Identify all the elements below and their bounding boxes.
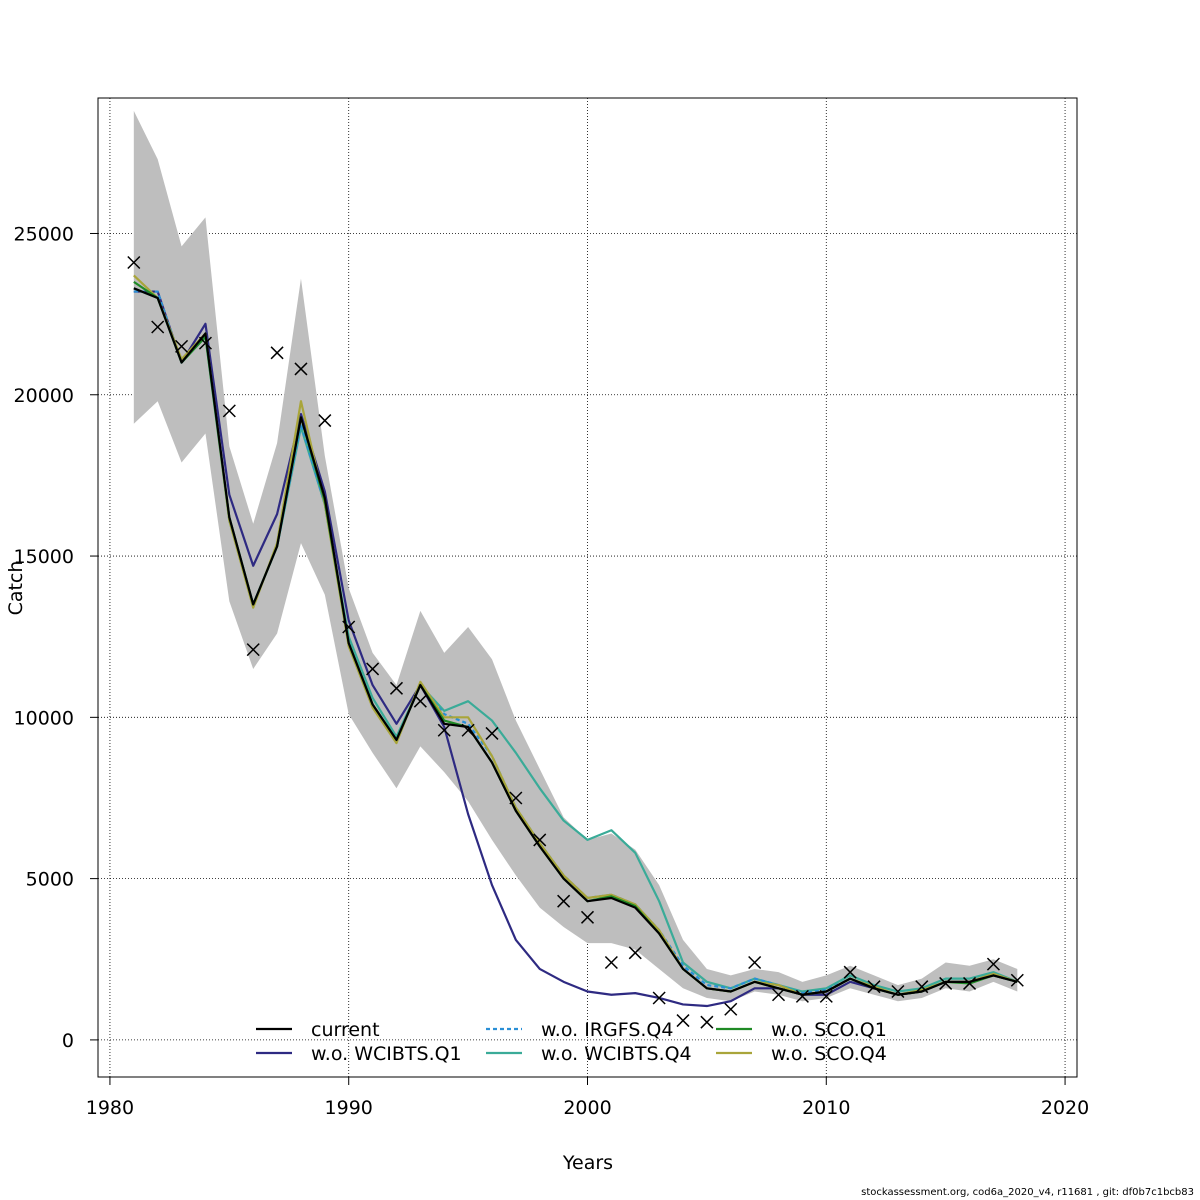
y-tick-label: 25000 [14,223,74,245]
observed-point [604,955,618,970]
observed-point [342,620,356,634]
observed-point [986,957,1000,971]
observed-point [557,894,571,908]
observed-point [198,336,212,350]
observed-point [891,984,905,999]
observed-point [294,362,308,376]
x-tick-label: 2020 [1041,1097,1089,1119]
series-line-current [133,287,1018,996]
y-axis: 0 5000 10000 15000 20000 25000 [14,223,99,1052]
legend-label: w.o. WCIBTS.Q4 [541,1043,692,1065]
observed-point [939,976,953,990]
observed-point [461,723,475,737]
observed-point [246,643,260,657]
legend-label: w.o. SCO.Q1 [771,1019,887,1041]
observed-point [1010,973,1024,987]
observed-point [652,991,666,1005]
observed-point [963,976,977,990]
observed-point [533,833,547,847]
y-tick-label: 5000 [26,869,74,891]
observed-point [771,988,786,1002]
observed-point [700,1015,714,1029]
observed-point [413,694,427,708]
observed-point [867,980,881,994]
y-axis-title: Catch [5,561,27,616]
observed-point [819,989,833,1003]
observed-point [628,946,642,960]
observed-point [151,320,165,334]
confidence-band [133,110,1018,1002]
observed-point [127,255,141,270]
observed-point [509,791,523,805]
x-tick-label: 1980 [86,1097,134,1119]
x-axis-title: Years [562,1152,613,1174]
x-axis: 1980 1990 2000 2010 2020 [86,1076,1089,1119]
observed-point [724,1002,738,1016]
x-tick-label: 2000 [563,1097,611,1119]
y-tick-label: 0 [62,1030,74,1052]
series-lines-group [133,274,1018,1008]
legend-label: w.o. IRGFS.Q4 [541,1019,673,1041]
legend-label: w.o. SCO.Q4 [771,1043,887,1065]
observed-catch-markers [127,255,1024,1029]
observed-point [580,910,595,924]
footer-note: stockassessment.org, cod6a_2020_v4, r116… [861,1187,1194,1198]
observed-point [175,339,189,353]
x-tick-label: 1990 [325,1097,373,1119]
confidence-band-group [133,110,1018,1002]
y-tick-label: 10000 [14,707,74,729]
observed-point [366,662,380,676]
observed-point [437,723,451,737]
observed-point [748,955,762,970]
observed-point [270,346,284,360]
legend-label: current [311,1019,380,1041]
observed-point [676,1014,690,1028]
observed-point [222,404,236,418]
observed-point [795,989,809,1003]
y-tick-label: 15000 [14,546,74,568]
observed-point [485,726,499,740]
observed-point [843,965,857,979]
x-tick-label: 2010 [802,1097,850,1119]
observed-point [389,681,404,695]
legend-label: w.o. WCIBTS.Q1 [311,1043,462,1065]
observed-point [915,980,929,994]
y-tick-label: 20000 [14,385,74,407]
observed-point [318,414,332,428]
